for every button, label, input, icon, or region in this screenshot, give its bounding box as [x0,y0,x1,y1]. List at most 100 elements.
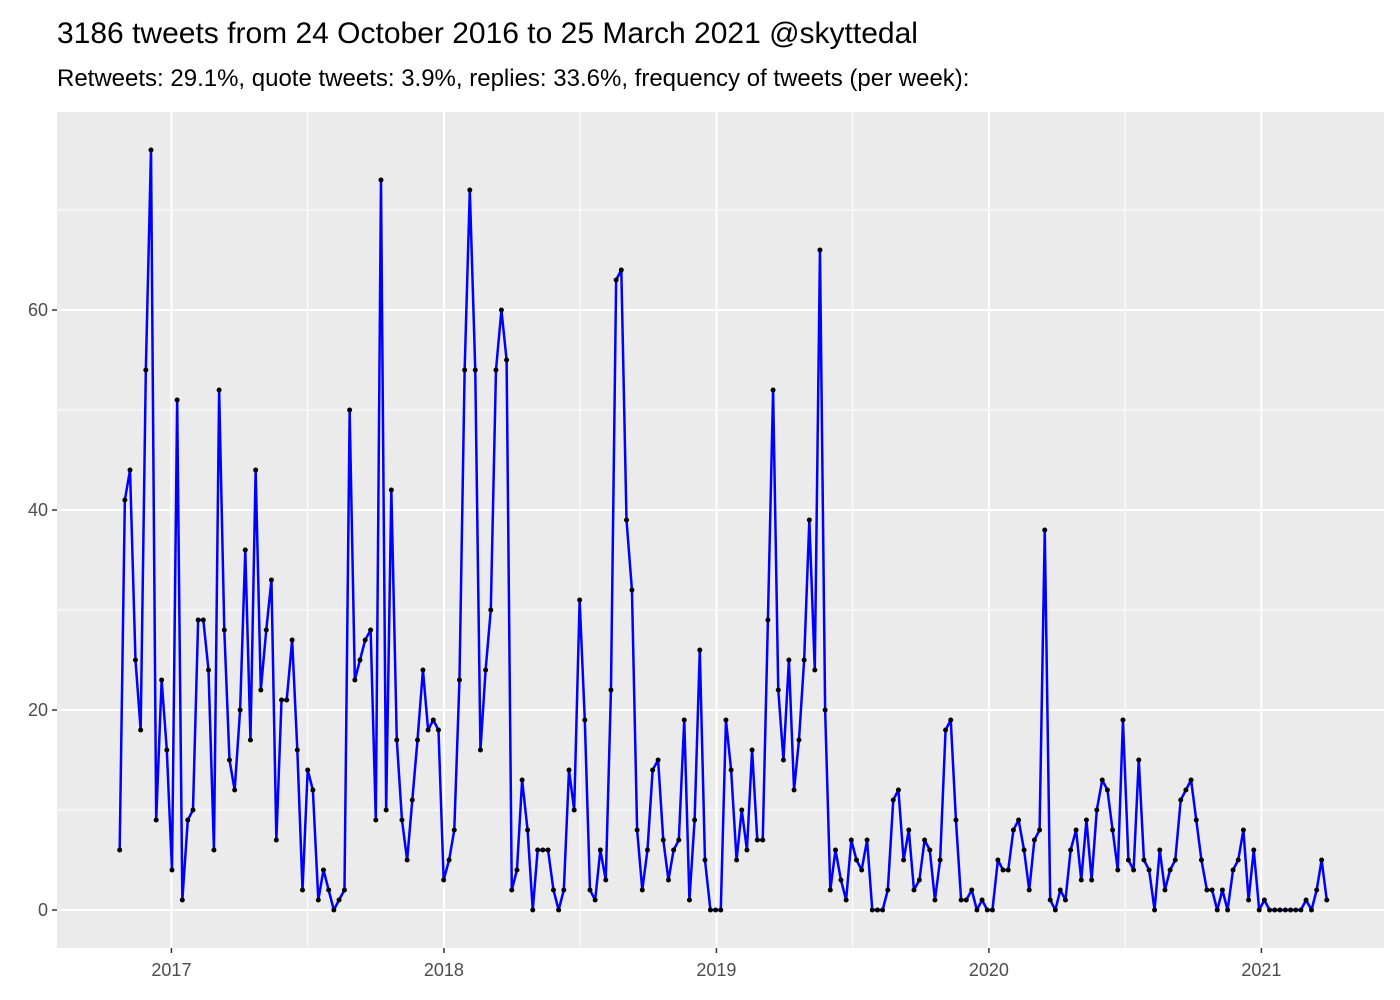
data-point [587,887,593,893]
data-point [760,837,766,843]
data-point [1324,897,1330,903]
data-line [118,148,1329,912]
data-point [984,907,990,913]
data-point [629,587,635,593]
data-point [477,747,483,753]
data-point [258,687,264,693]
data-point [655,757,661,763]
data-point [525,827,531,833]
data-point [1052,907,1058,913]
data-point [676,837,682,843]
data-point [989,907,995,913]
data-point [1188,777,1194,783]
data-point [577,597,583,603]
data-point [1037,827,1043,833]
data-point [728,767,734,773]
data-point [765,617,771,623]
y-tick-label: 60 [28,300,48,320]
data-point [974,907,980,913]
data-point [1246,897,1252,903]
x-tick-label: 2020 [969,960,1009,980]
data-point [796,737,802,743]
data-point [472,367,478,373]
data-point [1136,757,1142,763]
data-point [1083,817,1089,823]
data-point [509,887,515,893]
data-point [822,707,828,713]
data-point [1131,867,1137,873]
data-point [1005,867,1011,873]
data-point [660,837,666,843]
data-point [273,837,279,843]
data-point [122,497,128,503]
data-point [1021,847,1027,853]
data-point [504,357,510,363]
data-point [1141,857,1147,863]
data-point [874,907,880,913]
data-point [451,827,457,833]
data-point [1016,817,1022,823]
data-point [911,887,917,893]
data-point [1078,877,1084,883]
chart-title: 3186 tweets from 24 October 2016 to 25 M… [57,17,918,50]
data-point [943,727,949,733]
data-point [179,897,185,903]
data-point [441,877,447,883]
data-point [1298,907,1304,913]
data-point [623,517,629,523]
data-point [713,907,719,913]
data-point [164,747,170,753]
data-point [435,727,441,733]
data-point [556,907,562,913]
data-point [901,857,907,863]
data-point [723,717,729,723]
data-point [132,657,138,663]
data-point [561,887,567,893]
data-point [1277,907,1283,913]
data-point [1110,827,1116,833]
data-point [305,767,311,773]
data-point [1172,857,1178,863]
data-point [378,177,384,183]
data-point [1094,807,1100,813]
data-point [383,807,389,813]
data-point [734,857,740,863]
data-point [1120,717,1126,723]
data-point [692,817,698,823]
data-point [300,887,306,893]
data-point [1309,907,1315,913]
data-point [832,847,838,853]
data-point [916,877,922,883]
data-point [1162,887,1168,893]
data-point [566,767,572,773]
data-point [545,847,551,853]
data-point [885,887,891,893]
data-point [446,857,452,863]
data-point [326,887,332,893]
data-point [613,277,619,283]
data-point [1198,857,1204,863]
data-point [357,657,363,663]
data-point [310,787,316,793]
data-point [1089,877,1095,883]
data-point [1115,867,1121,873]
data-point [571,807,577,813]
data-point [650,767,656,773]
data-point [195,617,201,623]
data-point [608,687,614,693]
data-point [1068,847,1074,853]
data-point [1230,867,1236,873]
data-point [859,867,865,873]
data-point [467,187,473,193]
data-point [869,907,875,913]
data-point [1314,887,1320,893]
data-point [284,697,290,703]
data-point [827,887,833,893]
y-tick-label: 0 [38,900,48,920]
data-point [634,827,640,833]
x-tick-label: 2019 [696,960,736,980]
data-point [707,907,713,913]
data-point [848,837,854,843]
data-point [582,717,588,723]
